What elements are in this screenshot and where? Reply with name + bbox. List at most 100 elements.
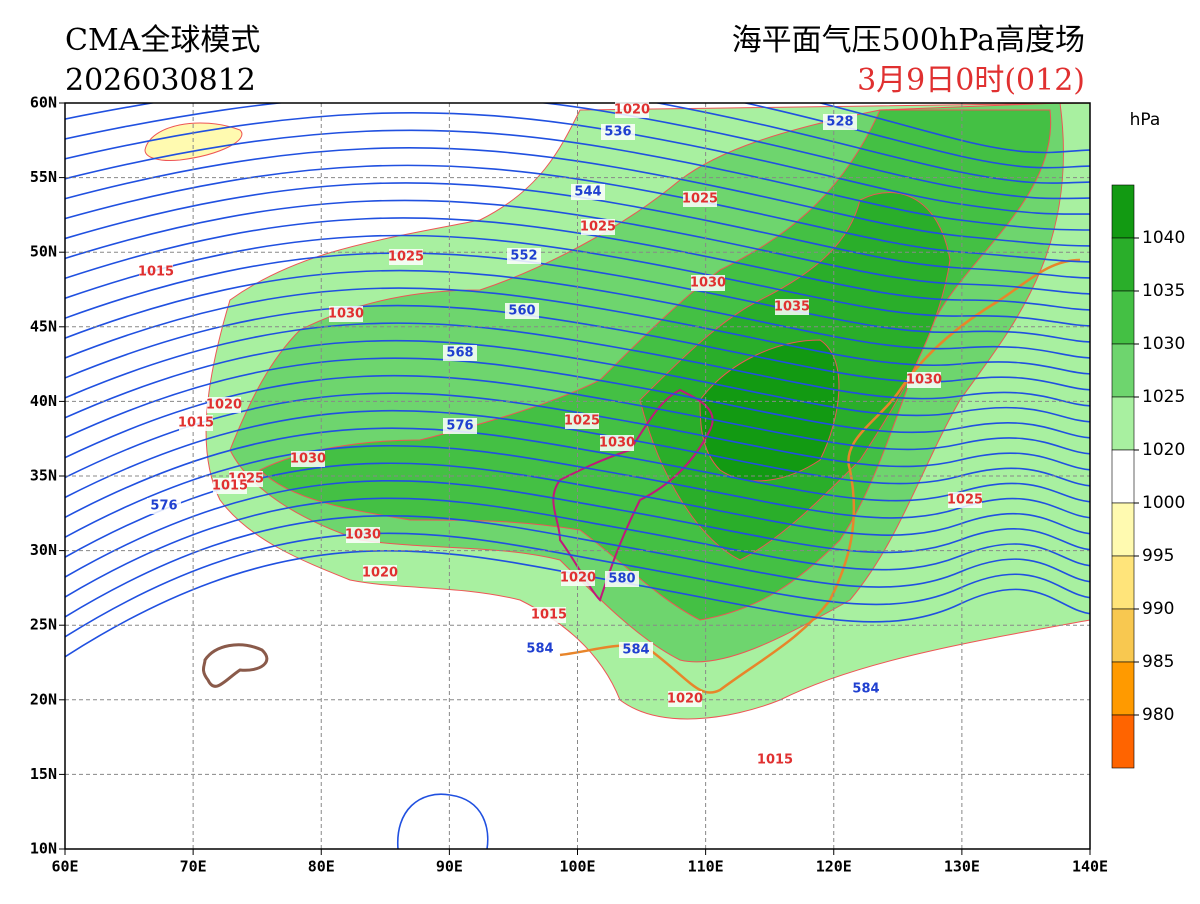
label-background: [139, 264, 173, 280]
political-border: [552, 388, 714, 602]
pressure-contour-label: 1030: [345, 528, 381, 543]
pressure-contour-label: 1015: [178, 416, 214, 431]
height-contour: [65, 462, 1090, 559]
label-background: [823, 114, 857, 130]
colorbar-swatch: [1111, 502, 1135, 557]
valid-time: 3月9日0时(012): [857, 63, 1085, 98]
map-frame: [64, 102, 1091, 850]
product-title: 海平面气压500hPa高度场: [732, 23, 1085, 58]
colorbar-swatch: [1111, 661, 1135, 716]
label-background: [683, 191, 717, 207]
lon-tick-label: 60E: [51, 858, 78, 876]
height-contour-label: 544: [574, 185, 601, 200]
pressure-contour-label: 1015: [531, 608, 567, 623]
pressure-contour-label: 1025: [564, 414, 600, 429]
height-contour: [65, 217, 1090, 311]
label-background: [291, 451, 325, 467]
colorbar-swatch: [1111, 714, 1135, 769]
height-contour: [65, 182, 1090, 279]
height-contour-label: 584: [852, 682, 879, 697]
coastline: [559, 258, 1081, 694]
colorbar-swatch: [1111, 290, 1135, 345]
pressure-contour-label: 1020: [362, 566, 398, 581]
colorbar-label: 980: [1142, 705, 1174, 725]
label-background: [615, 102, 649, 118]
height-contour-label: 584: [622, 643, 649, 658]
height-contour: [65, 532, 1090, 638]
colorbar-swatch: [1111, 343, 1135, 398]
label-background: [565, 413, 599, 429]
colorbar-label: 1035: [1142, 281, 1185, 301]
pressure-contour-label: 1030: [328, 307, 364, 322]
height-contour-label: 560: [508, 304, 535, 319]
label-background: [389, 249, 423, 265]
colorbar-label: 1030: [1142, 334, 1185, 354]
height-contour: [65, 147, 1090, 247]
init-time: 2026030812: [65, 63, 256, 98]
pressure-contour-label: 1020: [667, 692, 703, 707]
colorbar-label: 985: [1142, 652, 1174, 672]
label-background: [849, 681, 883, 697]
lon-tick-label: 140E: [1072, 858, 1108, 876]
lon-tick-label: 120E: [816, 858, 852, 876]
label-background: [601, 124, 635, 140]
pressure-1040: [699, 339, 840, 482]
height-contour-label: 528: [826, 115, 853, 130]
height-contour: [65, 515, 1090, 618]
lon-tick-label: 100E: [559, 858, 595, 876]
lon-tick-label: 90E: [436, 858, 463, 876]
colorbar-label: 1020: [1142, 440, 1185, 460]
colorbar-swatch: [1111, 608, 1135, 663]
label-background: [668, 691, 702, 707]
pressure-contour-label: 1025: [682, 192, 718, 207]
lon-tick-label: 110E: [688, 858, 724, 876]
label-background: [581, 219, 615, 235]
height-contour: [65, 234, 1090, 327]
height-contour: [65, 339, 1090, 423]
lon-tick-label: 70E: [180, 858, 207, 876]
contour-labels: 536 528 544 552 560 568 576 576 580 584 584 584 1020…: [138, 102, 983, 768]
label-background: [532, 607, 566, 623]
label-background: [619, 642, 653, 658]
pressure-contour-label: 1020: [560, 571, 596, 586]
pressure-contour-label: 1015: [757, 753, 793, 768]
label-background: [213, 478, 247, 494]
colorbar-label: 1025: [1142, 387, 1185, 407]
height-contour: [817, 103, 1090, 154]
pressure-contour-label: 1030: [690, 276, 726, 291]
colorbar-swatch: [1111, 396, 1135, 451]
label-background: [346, 527, 380, 543]
mountain-outline: [202, 643, 269, 688]
model-name: CMA全球模式: [65, 23, 260, 58]
label-background: [561, 570, 595, 586]
pressure-contour-label: 1015: [138, 265, 174, 280]
lat-tick-label: 55N: [30, 168, 57, 186]
label-background: [523, 641, 557, 657]
height-contour: [65, 287, 1090, 375]
label-background: [147, 498, 181, 514]
label-background: [571, 184, 605, 200]
colorbar-swatch: [1111, 237, 1135, 292]
label-background: [507, 248, 541, 264]
map-fill: [65, 103, 1090, 849]
pressure-contour-label: 1025: [580, 220, 616, 235]
lat-tick-label: 30N: [30, 541, 57, 559]
height-contour-label: 536: [604, 125, 631, 140]
lon-tick-label: 130E: [944, 858, 980, 876]
label-background: [758, 752, 792, 768]
lat-tick-label: 60N: [30, 94, 57, 112]
colorbar-unit: hPa: [1130, 110, 1161, 130]
height-contour: [65, 269, 1090, 359]
label-background: [775, 299, 809, 315]
colorbar-label: 990: [1142, 599, 1174, 619]
label-background: [179, 415, 213, 431]
pressure-contour-label: 1025: [388, 250, 424, 265]
height-contour-label: 580: [608, 572, 635, 587]
pressure-contour-label: 1030: [599, 436, 635, 451]
lat-tick-label: 50N: [30, 243, 57, 261]
label-background: [948, 492, 982, 508]
colorbar-label: 1040: [1142, 228, 1185, 248]
colorbar-swatch: [1111, 184, 1135, 239]
lat-tick-label: 20N: [30, 690, 57, 708]
